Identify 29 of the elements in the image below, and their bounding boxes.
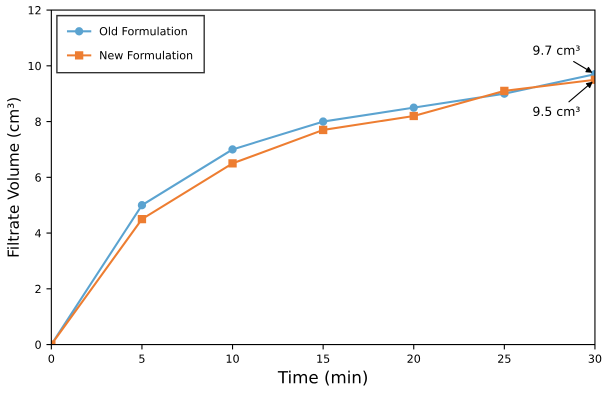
x-tick-label: 30 bbox=[588, 354, 602, 363]
point bbox=[500, 86, 509, 96]
point bbox=[228, 145, 237, 154]
point bbox=[228, 159, 237, 168]
y-tick-label: 4 bbox=[35, 229, 41, 238]
y-tick-label: 10 bbox=[28, 62, 41, 70]
point bbox=[138, 214, 146, 224]
point bbox=[138, 201, 146, 210]
annotation: 9.5 cm³ bbox=[533, 106, 580, 116]
y-tick-label: 8 bbox=[35, 118, 41, 126]
y-axis-title: Filtrate Volume (cm³) bbox=[7, 98, 21, 256]
point bbox=[318, 126, 328, 134]
legend-label: Old Formulation bbox=[100, 26, 187, 36]
x-tick-label: 5 bbox=[139, 354, 145, 363]
x-tick-label: 25 bbox=[498, 354, 510, 363]
x-tick-label: 10 bbox=[226, 354, 239, 363]
x-tick-label: 20 bbox=[407, 354, 420, 363]
legend-label: New Formulation bbox=[100, 50, 192, 60]
x-tick-label: 15 bbox=[317, 354, 330, 363]
x-tick-label: 0 bbox=[48, 354, 54, 363]
point bbox=[318, 117, 328, 126]
point bbox=[410, 112, 418, 120]
point bbox=[410, 103, 418, 112]
y-tick-label: 12 bbox=[28, 6, 41, 14]
annotation: 9.7 cm³ bbox=[533, 45, 580, 55]
y-tick-label: 2 bbox=[35, 284, 41, 294]
y-tick-label: 6 bbox=[35, 173, 41, 182]
y-tick-label: 0 bbox=[35, 340, 41, 349]
x-axis-title: Time (min) bbox=[278, 370, 367, 386]
